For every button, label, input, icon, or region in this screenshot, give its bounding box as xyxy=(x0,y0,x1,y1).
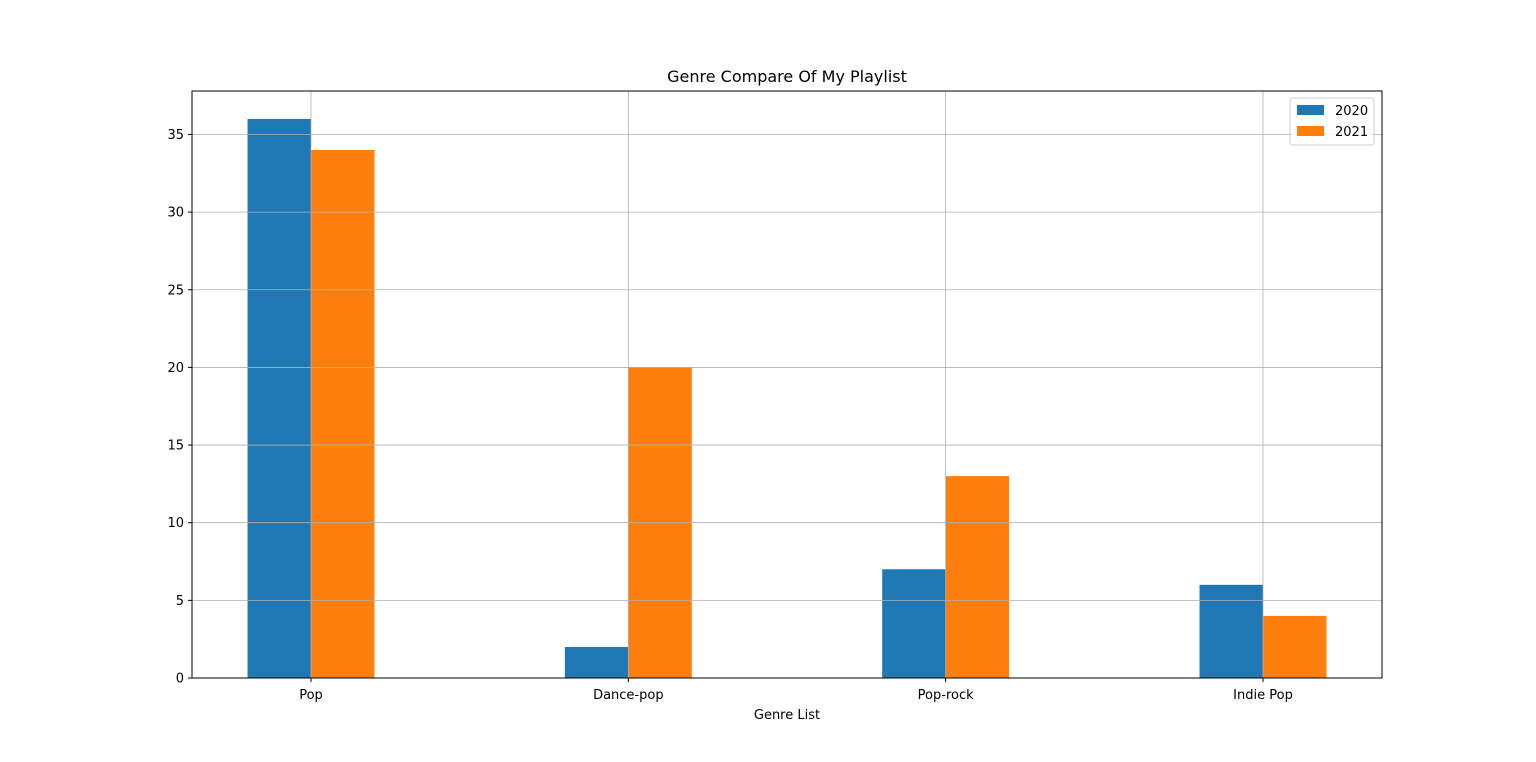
bars xyxy=(247,118,1327,678)
bar-2020-indie-pop xyxy=(1199,584,1263,678)
bar-2021-pop xyxy=(311,150,375,678)
legend: 2020 2021 xyxy=(1289,97,1375,146)
y-tick-label: 15 xyxy=(167,439,184,454)
y-tick-label: 25 xyxy=(167,283,184,298)
y-tick-label: 10 xyxy=(167,516,184,531)
bar-2021-pop-rock xyxy=(945,476,1010,678)
chart-title: Genre Compare Of My Playlist xyxy=(667,67,907,86)
legend-swatch xyxy=(1297,105,1324,115)
y-tick-label: 35 xyxy=(167,128,184,143)
y-tick-label: 30 xyxy=(167,206,184,221)
plot-frame xyxy=(191,90,1383,679)
y-axis: 0 5 10 15 20 25 30 35 xyxy=(167,128,192,687)
legend-label: 2020 xyxy=(1335,104,1368,119)
x-axis-label: Genre List xyxy=(754,708,820,723)
bar-2020-pop-rock xyxy=(882,569,946,678)
y-tick-label: 20 xyxy=(167,361,184,376)
y-tick-label: 0 xyxy=(176,672,184,687)
x-tick-label: Indie Pop xyxy=(1233,688,1293,703)
bar-2020-pop xyxy=(247,118,311,678)
x-tick-label: Pop-rock xyxy=(918,688,974,703)
grid-lines xyxy=(192,91,1382,679)
x-tick-label: Pop xyxy=(299,688,323,703)
x-tick-label: Dance-pop xyxy=(593,688,664,703)
legend-label: 2021 xyxy=(1335,125,1368,140)
legend-swatch xyxy=(1297,126,1324,136)
bar-2020-dance-pop xyxy=(564,646,629,678)
x-axis: Pop Dance-pop Pop-rock Indie Pop xyxy=(299,678,1293,703)
bar-2021-indie-pop xyxy=(1263,615,1327,678)
y-tick-label: 5 xyxy=(176,594,184,609)
